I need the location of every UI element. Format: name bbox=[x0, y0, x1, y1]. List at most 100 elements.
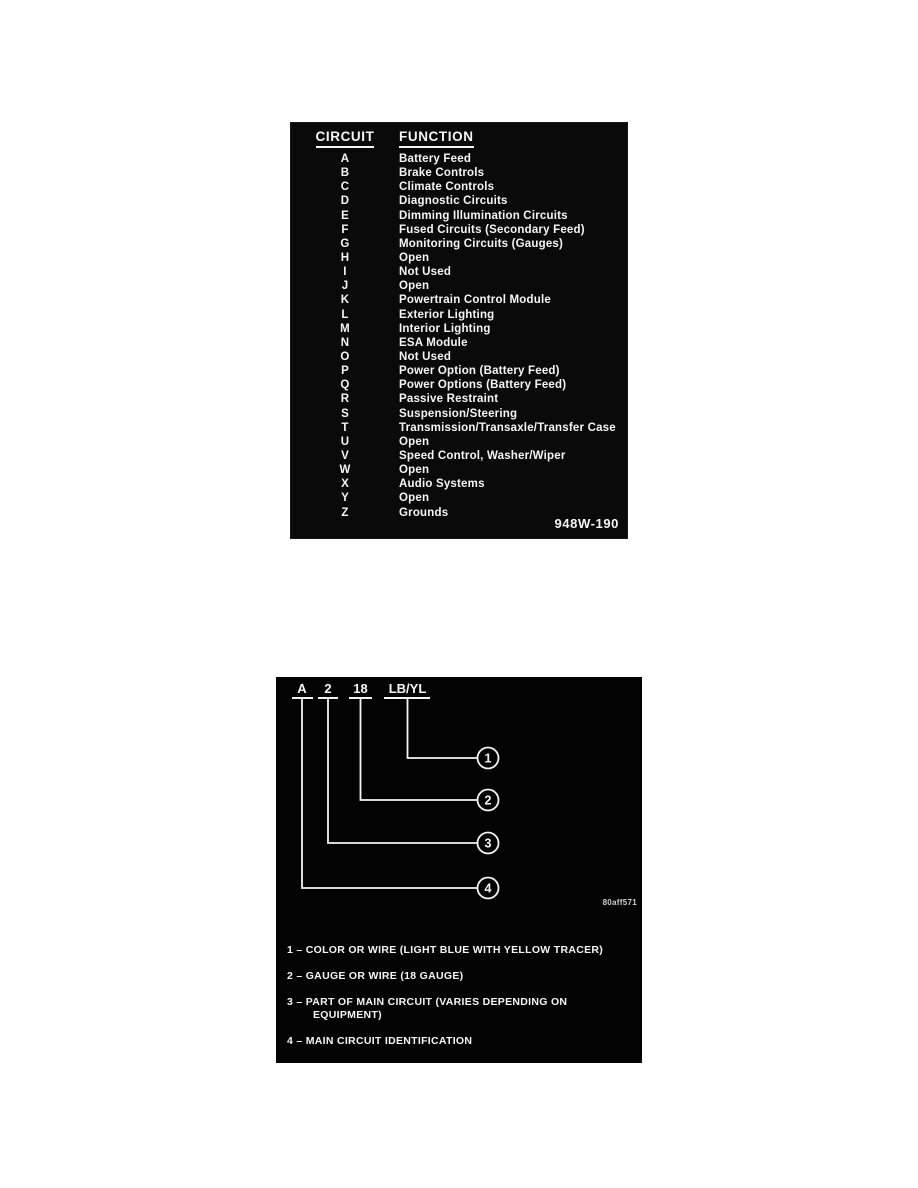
circuit-letter-cell: Y bbox=[341, 492, 349, 505]
wire-code-gauge-label: 18 bbox=[353, 681, 367, 696]
callout-circle-2 bbox=[476, 788, 500, 812]
circuit-function-table-figure: CIRCUIT FUNCTION A Battery Feed B Brake … bbox=[291, 123, 627, 538]
circuit-letter-cell: D bbox=[340, 195, 350, 208]
circuit-function-cell: Exterior Lighting bbox=[399, 308, 495, 321]
leader-line-3 bbox=[327, 699, 477, 844]
circuit-function-cell: Power Options (Battery Feed) bbox=[399, 379, 567, 392]
circuit-letter-cell: F bbox=[341, 223, 349, 236]
circuit-function-cell: Open bbox=[399, 252, 430, 265]
table-header-row: CIRCUIT FUNCTION bbox=[291, 129, 627, 148]
circuit-letter-cell: Q bbox=[340, 379, 350, 392]
circuit-letter-cell: I bbox=[343, 266, 347, 279]
table-row: B Brake Controls bbox=[291, 166, 627, 180]
circuit-function-cell: Transmission/Transaxle/Transfer Case bbox=[399, 421, 616, 434]
circuit-column-header-label: CIRCUIT bbox=[315, 129, 375, 148]
circuit-function-cell: Audio Systems bbox=[399, 478, 485, 491]
circuit-column-header: CIRCUIT bbox=[291, 129, 399, 148]
table-row: G Monitoring Circuits (Gauges) bbox=[291, 237, 627, 251]
table-row: E Dimming Illumination Circuits bbox=[291, 209, 627, 223]
circuit-function-cell: Suspension/Steering bbox=[399, 407, 518, 420]
table-row: J Open bbox=[291, 279, 627, 293]
circuit-letter-cell: U bbox=[340, 435, 350, 448]
table-row: I Not Used bbox=[291, 265, 627, 279]
callout-circle-3 bbox=[476, 831, 500, 855]
circuit-table-body: A Battery Feed B Brake Controls C Climat… bbox=[291, 152, 627, 520]
circuit-function-cell: Not Used bbox=[399, 351, 452, 364]
circuit-function-cell: Powertrain Control Module bbox=[399, 294, 551, 307]
callout-circle-1 bbox=[476, 746, 500, 770]
table-row: M Interior Lighting bbox=[291, 322, 627, 336]
table-row: D Diagnostic Circuits bbox=[291, 194, 627, 208]
callout-number-2: 2 bbox=[485, 794, 492, 808]
legend-item: 1 – COLOR OR WIRE (LIGHT BLUE WITH YELLO… bbox=[287, 944, 632, 957]
circuit-letter-cell: H bbox=[340, 252, 350, 265]
circuit-function-cell: Speed Control, Washer/Wiper bbox=[399, 450, 566, 463]
circuit-letter-cell: C bbox=[340, 181, 350, 194]
circuit-function-cell: Not Used bbox=[399, 266, 452, 279]
table-row: F Fused Circuits (Secondary Feed) bbox=[291, 223, 627, 237]
table-row: Y Open bbox=[291, 491, 627, 505]
circuit-letter-cell: B bbox=[340, 167, 350, 180]
circuit-function-cell: Dimming Illumination Circuits bbox=[399, 209, 568, 222]
legend-item-line1: 3 – PART OF MAIN CIRCUIT (VARIES DEPENDI… bbox=[287, 996, 568, 1008]
circuit-letter-cell: Z bbox=[341, 506, 349, 519]
circuit-function-cell: Diagnostic Circuits bbox=[399, 195, 508, 208]
table-row: Q Power Options (Battery Feed) bbox=[291, 378, 627, 392]
table-row: S Suspension/Steering bbox=[291, 407, 627, 421]
callout-legend: 1 – COLOR OR WIRE (LIGHT BLUE WITH YELLO… bbox=[287, 944, 632, 1061]
leader-line-2 bbox=[359, 699, 477, 801]
legend-item-line2: EQUIPMENT) bbox=[313, 1009, 382, 1021]
circuit-letter-cell: G bbox=[340, 237, 350, 250]
callout-number-4: 4 bbox=[485, 882, 492, 896]
circuit-function-cell: Interior Lighting bbox=[399, 322, 491, 335]
legend-item: 3 – PART OF MAIN CIRCUIT (VARIES DEPENDI… bbox=[287, 996, 632, 1022]
circuit-letter-cell: L bbox=[341, 308, 349, 321]
circuit-letter-cell: A bbox=[340, 153, 350, 166]
circuit-function-cell: ESA Module bbox=[399, 336, 468, 349]
circuit-function-cell: Battery Feed bbox=[399, 153, 472, 166]
figure-id-label: 80aff571 bbox=[602, 898, 637, 907]
circuit-letter-cell: V bbox=[341, 450, 349, 463]
wire-code-part-label: 2 bbox=[324, 681, 331, 696]
wire-code-callout-diagram: A 2 18 LB/YL 1 2 3 4 bbox=[292, 681, 500, 900]
table-row: A Battery Feed bbox=[291, 152, 627, 166]
circuit-function-cell: Fused Circuits (Secondary Feed) bbox=[399, 223, 585, 236]
table-row: L Exterior Lighting bbox=[291, 308, 627, 322]
table-row: W Open bbox=[291, 463, 627, 477]
circuit-letter-cell: T bbox=[341, 421, 349, 434]
callout-number-1: 1 bbox=[485, 752, 492, 766]
leader-line-4 bbox=[301, 699, 477, 889]
wire-code-color-label: LB/YL bbox=[389, 681, 427, 696]
callout-number-3: 3 bbox=[485, 837, 492, 851]
table-row: C Climate Controls bbox=[291, 180, 627, 194]
legend-item: 4 – MAIN CIRCUIT IDENTIFICATION bbox=[287, 1035, 632, 1048]
circuit-letter-cell: N bbox=[340, 336, 350, 349]
circuit-letter-cell: S bbox=[341, 407, 349, 420]
table-row: O Not Used bbox=[291, 350, 627, 364]
circuit-letter-cell: P bbox=[341, 365, 349, 378]
circuit-letter-cell: W bbox=[339, 464, 351, 477]
wire-code-main-circuit-label: A bbox=[297, 681, 307, 696]
table-row: P Power Option (Battery Feed) bbox=[291, 364, 627, 378]
figure-id-label: 948W-190 bbox=[554, 516, 619, 531]
callout-circle-4 bbox=[476, 876, 500, 900]
circuit-function-cell: Monitoring Circuits (Gauges) bbox=[399, 237, 564, 250]
circuit-letter-cell: K bbox=[340, 294, 350, 307]
circuit-function-cell: Open bbox=[399, 280, 430, 293]
leader-line-1 bbox=[406, 699, 477, 759]
wire-code-diagram-figure: A 2 18 LB/YL 1 2 3 4 80aff571 bbox=[276, 677, 642, 1063]
circuit-function-cell: Open bbox=[399, 492, 430, 505]
table-row: X Audio Systems bbox=[291, 477, 627, 491]
circuit-letter-cell: X bbox=[341, 478, 349, 491]
table-row: Z Grounds bbox=[291, 506, 627, 520]
circuit-function-cell: Brake Controls bbox=[399, 167, 485, 180]
circuit-function-cell: Open bbox=[399, 435, 430, 448]
table-row: K Powertrain Control Module bbox=[291, 293, 627, 307]
function-column-header-label: FUNCTION bbox=[399, 129, 474, 148]
table-row: U Open bbox=[291, 435, 627, 449]
circuit-function-cell: Grounds bbox=[399, 506, 449, 519]
circuit-letter-cell: J bbox=[341, 280, 349, 293]
circuit-letter-cell: R bbox=[340, 393, 350, 406]
table-row: R Passive Restraint bbox=[291, 392, 627, 406]
